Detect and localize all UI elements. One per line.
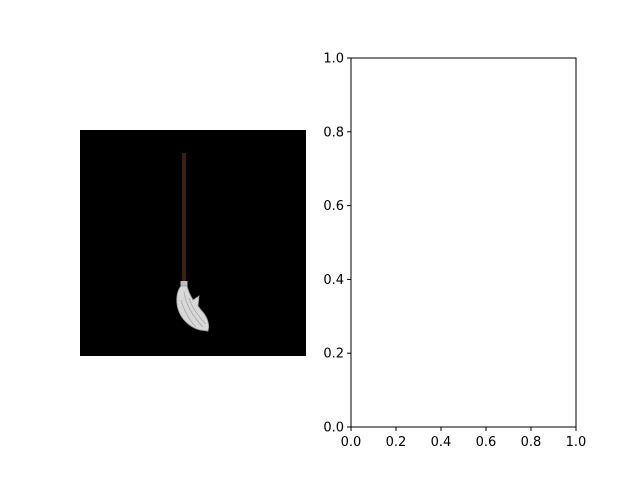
y-tick-label: 0.4 <box>323 273 344 288</box>
mop-icon <box>176 153 209 332</box>
y-tick-label: 0.8 <box>323 125 344 140</box>
y-tick-label: 0.0 <box>323 421 344 436</box>
axes: 0.0 0.2 0.4 0.6 0.8 1.0 0.0 0.2 0.4 0.6 0.8 1.0 <box>323 52 586 451</box>
x-tick-label: 0.4 <box>431 435 452 450</box>
plot-area <box>350 57 577 428</box>
y-tick-label: 0.2 <box>323 347 344 362</box>
x-tick-label: 0.2 <box>386 435 407 450</box>
x-tick-label: 0.6 <box>476 435 497 450</box>
x-axis: 0.0 0.2 0.4 0.6 0.8 1.0 <box>341 427 587 450</box>
x-tick-label: 1.0 <box>566 435 587 450</box>
x-tick-label: 0.8 <box>521 435 542 450</box>
image-panel <box>80 130 306 356</box>
y-axis: 0.0 0.2 0.4 0.6 0.8 1.0 <box>323 52 351 436</box>
x-tick-label: 0.0 <box>341 435 362 450</box>
y-tick-label: 0.6 <box>323 199 344 214</box>
y-tick-label: 1.0 <box>323 52 344 67</box>
